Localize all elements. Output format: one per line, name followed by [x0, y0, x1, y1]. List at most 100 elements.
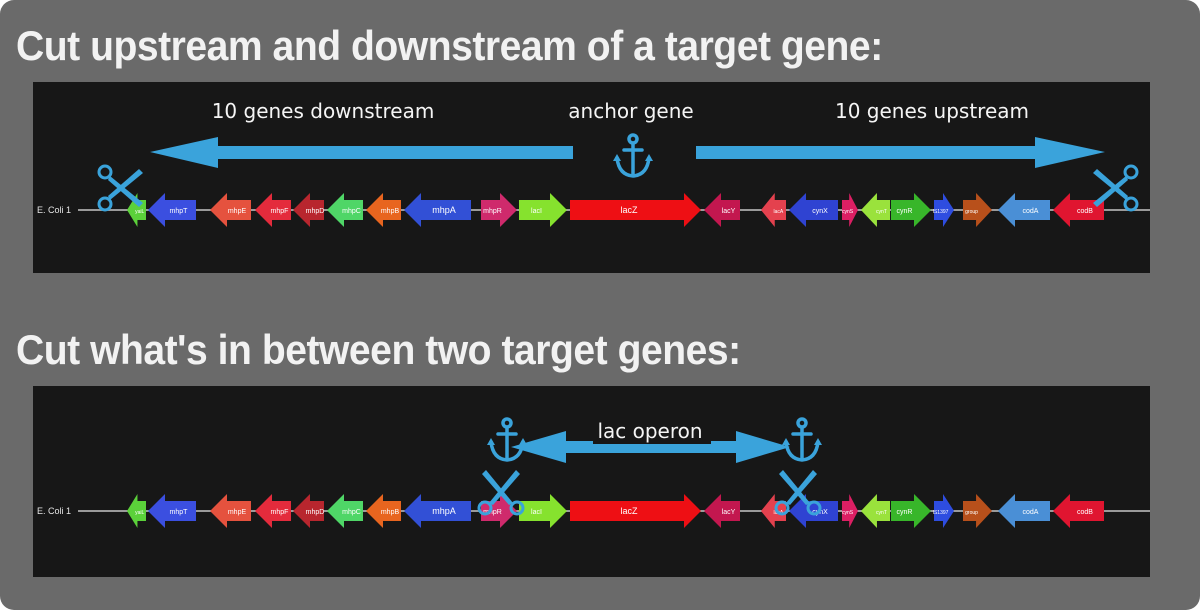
gene-arrow-cynS: [842, 193, 858, 227]
gene-arrow-mhpB: [366, 193, 401, 227]
gene-label-cynX: cynX: [812, 208, 828, 215]
gene-arrow-mhpA: [404, 193, 471, 227]
scissors-icon: [1093, 164, 1139, 212]
gene-label-group: group: [965, 510, 978, 516]
gene-arrow-cynX: [789, 494, 838, 528]
gene-arrow-mhpD: [293, 494, 324, 528]
gene-label-mhpC: mhpC: [342, 509, 361, 516]
heading-in-between: Cut what's in between two target genes:: [16, 326, 741, 373]
gene-arrow-mhpD: [293, 193, 324, 227]
gene-arrow-codB: [1053, 193, 1104, 227]
gene-arrow-group: [963, 193, 992, 227]
gene-label-lacA: lacA: [774, 209, 784, 215]
gene-arrow-mhpR: [481, 193, 517, 227]
gene-label-lacI: lacI: [531, 208, 542, 215]
arrow-downstream: [150, 137, 573, 168]
gene-label-cynS: cynS: [842, 209, 854, 215]
gene-label-mhpF: mhpF: [271, 509, 289, 516]
gene-label-mhpF: mhpF: [271, 208, 289, 215]
gene-label-mhpA: mhpA: [432, 205, 456, 215]
gene-arrow-mhpB: [366, 494, 401, 528]
gene-label-mhpE: mhpE: [228, 509, 247, 516]
gene-arrow-mhpC: [327, 494, 363, 528]
gene-track: yaiL mhpT mhpE mhpF mhpD mhpC mhpB mhpA mhpR lacI…: [127, 494, 1104, 528]
gene-arrow-mhpE: [210, 494, 251, 528]
gene-label-lacZ: lacZ: [620, 205, 638, 215]
gene-label-group: group: [965, 209, 978, 215]
label-10-genes-upstream: 10 genes upstream: [835, 99, 1029, 123]
gene-label-cynR: cynR: [897, 208, 913, 215]
arrow-upstream: [696, 137, 1105, 168]
gene-arrow-cynR: [891, 494, 931, 528]
gene-arrow-mhpF: [255, 494, 291, 528]
gene-arrow-mhpC: [327, 193, 363, 227]
gene-arrow-cynR: [891, 193, 931, 227]
scissors-icon: [774, 470, 822, 516]
gene-label-mhpD: mhpD: [306, 208, 325, 215]
anchor-icon: [782, 417, 822, 462]
label-anchor-gene: anchor gene: [568, 99, 693, 123]
gene-arrow-group: [963, 494, 992, 528]
gene-label-IS1397: IS1397: [933, 510, 949, 516]
genome-label: E. Coli 1: [37, 506, 71, 516]
gene-label-codA: codA: [1023, 509, 1039, 516]
label-10-genes-downstream: 10 genes downstream: [212, 99, 435, 123]
gene-arrow-mhpF: [255, 193, 291, 227]
anchor-icon: [613, 133, 653, 178]
gene-arrow-IS1397: [934, 494, 954, 528]
gene-arrow-lacI: [519, 494, 567, 528]
heading-upstream-downstream: Cut upstream and downstream of a target …: [16, 22, 883, 69]
gene-arrow-codA: [998, 494, 1050, 528]
gene-arrow-lacY: [704, 494, 740, 528]
gene-track: yaiL mhpT mhpE mhpF mhpD mhpC mhpB mhpA mhpR lacI…: [127, 193, 1104, 227]
gene-arrow-mhpA: [404, 494, 471, 528]
gene-arrow-cynS: [842, 494, 858, 528]
anchor-icon: [487, 417, 527, 462]
gene-arrow-cynX: [789, 193, 838, 227]
gene-label-mhpR: mhpR: [483, 509, 502, 516]
genome-label: E. Coli 1: [37, 205, 71, 215]
gene-label-lacI: lacI: [531, 509, 542, 516]
gene-arrow-codB: [1053, 494, 1104, 528]
gene-arrow-lacZ: [570, 193, 701, 227]
scissors-icon: [97, 164, 143, 212]
gene-arrow-IS1397: [934, 193, 954, 227]
gene-arrow-lacY: [704, 193, 740, 227]
gene-label-mhpB: mhpB: [381, 208, 400, 215]
gene-label-mhpR: mhpR: [483, 208, 502, 215]
gene-label-lacY: lacY: [722, 509, 736, 516]
gene-arrow-yaiL: [127, 193, 146, 227]
gene-arrow-mhpT: [148, 494, 196, 528]
gene-label-yaiL: yaiL: [135, 209, 144, 215]
gene-label-mhpC: mhpC: [342, 208, 361, 215]
gene-label-cynT: cynT: [876, 510, 887, 516]
arrow-lac-operon: [511, 431, 790, 463]
gene-arrow-yaiL: [127, 494, 146, 528]
gene-label-cynR: cynR: [897, 509, 913, 516]
gene-label-lacY: lacY: [722, 208, 736, 215]
label-lac-operon: lac operon: [597, 419, 702, 443]
gene-label-codB: codB: [1077, 509, 1093, 516]
gene-label-mhpD: mhpD: [306, 509, 325, 516]
gene-arrow-mhpE: [210, 193, 251, 227]
diagram-in-between: lac operon: [37, 416, 1150, 528]
gene-label-IS1397: IS1397: [933, 209, 949, 215]
scissors-icon: [477, 470, 525, 516]
panel-upstream-downstream: 10 genes downstream anchor gene 10 genes…: [33, 82, 1150, 273]
gene-arrow-mhpT: [148, 193, 196, 227]
gene-arrow-lacZ: [570, 494, 701, 528]
panel-in-between: lac operon: [33, 386, 1150, 577]
gene-label-cynS: cynS: [842, 510, 854, 516]
gene-arrow-codA: [998, 193, 1050, 227]
gene-label-mhpE: mhpE: [228, 208, 247, 215]
gene-label-mhpA: mhpA: [432, 506, 456, 516]
diagram-upstream-downstream: 10 genes downstream anchor gene 10 genes…: [37, 99, 1150, 227]
gene-arrow-cynT: [861, 494, 890, 528]
gene-label-lacZ: lacZ: [620, 506, 638, 516]
gene-arrow-lacA: [761, 193, 786, 227]
gene-label-cynT: cynT: [876, 209, 887, 215]
gene-label-codA: codA: [1023, 208, 1039, 215]
gene-label-mhpT: mhpT: [170, 208, 189, 215]
gene-label-mhpT: mhpT: [170, 509, 189, 516]
